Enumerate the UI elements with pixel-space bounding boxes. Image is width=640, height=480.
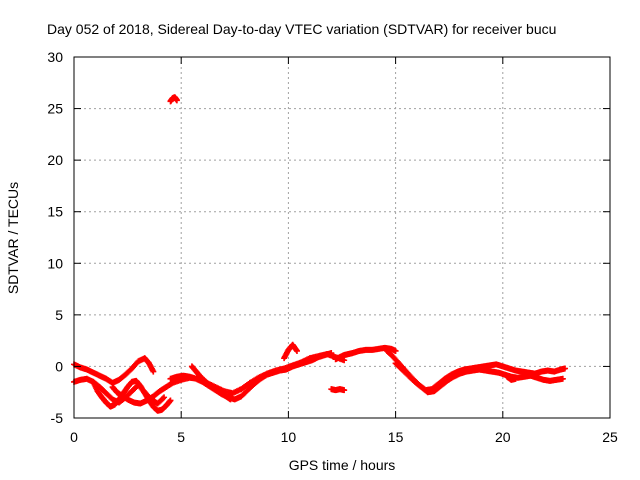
data-point [512, 375, 519, 382]
data-point [561, 365, 568, 372]
y-tick-label: 15 [47, 204, 63, 220]
data-track [504, 373, 519, 383]
y-tick-label: -5 [51, 410, 64, 426]
data-point [559, 375, 566, 382]
x-tick-label: 25 [602, 429, 618, 445]
data-track [167, 350, 335, 403]
y-tick-label: 10 [47, 255, 63, 271]
chart-title: Day 052 of 2018, Sidereal Day-to-day VTE… [47, 21, 556, 37]
data-point [328, 350, 335, 357]
data-point [392, 347, 399, 354]
data-point [167, 397, 174, 404]
data-track [167, 94, 180, 105]
data-point [150, 368, 157, 375]
x-tick-label: 10 [281, 429, 297, 445]
data-layer [71, 94, 568, 414]
x-axis-title: GPS time / hours [289, 457, 396, 473]
data-point [159, 395, 166, 402]
x-tick-label: 20 [495, 429, 511, 445]
data-point [293, 347, 300, 354]
grid [74, 57, 610, 418]
y-tick-label: 5 [55, 307, 63, 323]
y-axis-title: SDTVAR / TECUs [5, 182, 21, 294]
data-track [188, 363, 234, 403]
data-track [71, 355, 157, 386]
axis-ticks: 0 5 10 15 20 25 -5 0 5 10 15 20 25 30 [47, 49, 618, 445]
y-tick-label: 25 [47, 101, 63, 117]
data-track [281, 341, 300, 362]
data-track [328, 386, 348, 394]
x-tick-label: 15 [388, 429, 404, 445]
data-track [90, 377, 174, 414]
data-track [332, 344, 399, 363]
x-tick-label: 0 [70, 429, 78, 445]
data-point [161, 394, 168, 401]
data-point [173, 97, 180, 104]
data-point [227, 396, 234, 403]
y-tick-label: 30 [47, 49, 63, 65]
y-tick-label: 0 [55, 358, 63, 374]
plot-frame [73, 56, 611, 419]
y-tick-label: 20 [47, 152, 63, 168]
data-point [341, 387, 348, 394]
x-tick-label: 5 [177, 429, 185, 445]
